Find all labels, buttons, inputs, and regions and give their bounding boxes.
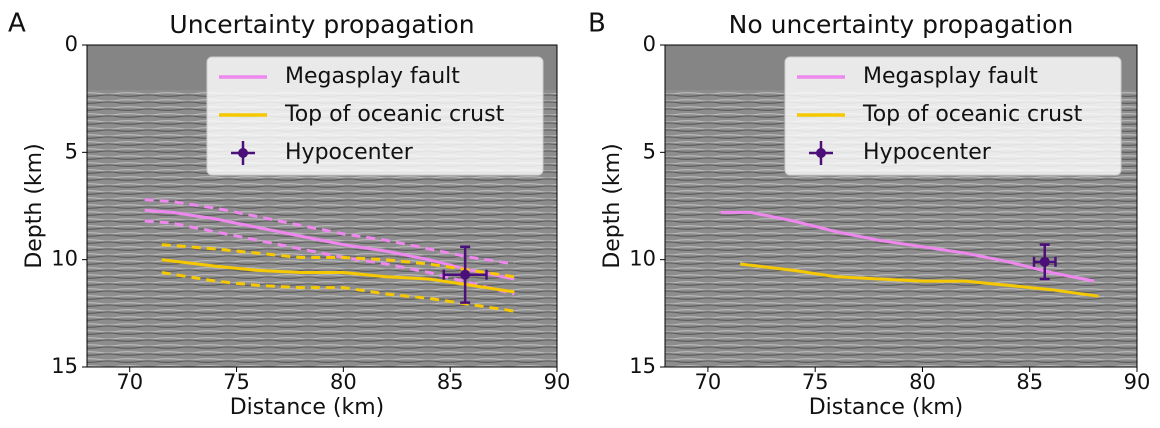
y-axis-label: Depth (km): [600, 143, 625, 268]
series-line: [739, 262, 1099, 298]
x-tick-label: 80: [909, 370, 936, 394]
x-tick-label: 90: [1124, 370, 1151, 394]
x-tick-label: 70: [695, 370, 722, 394]
panel-label: A: [8, 9, 26, 39]
y-tick-label: 0: [65, 32, 78, 56]
hypocenter: [460, 269, 471, 280]
lower-bound: [144, 219, 515, 296]
y-tick-label: 15: [51, 354, 78, 378]
upper-bound: [144, 198, 515, 266]
y-tick-label: 10: [629, 247, 656, 271]
series-line: [161, 258, 515, 294]
legend-label: Top of oceanic crust: [862, 102, 1083, 127]
hypocenter: [1039, 256, 1050, 267]
legend-box: [206, 56, 544, 176]
x-tick-label: 80: [330, 370, 357, 394]
y-axis-label: Depth (km): [22, 143, 47, 268]
x-tick-label: 90: [544, 370, 571, 394]
legend-swatch: [816, 148, 826, 158]
plot-frame: [86, 44, 558, 368]
x-axis-label: Distance (km): [230, 395, 385, 420]
series-line: [144, 208, 515, 281]
x-tick-label: 75: [802, 370, 829, 394]
y-tick-label: 15: [629, 354, 656, 378]
legend-label: Top of oceanic crust: [284, 102, 505, 127]
x-tick-label: 75: [223, 370, 250, 394]
x-tick-label: 70: [116, 370, 143, 394]
x-tick-label: 85: [1016, 370, 1043, 394]
y-tick-label: 5: [65, 139, 78, 163]
lower-bound: [161, 271, 515, 313]
panel-label: B: [588, 9, 606, 39]
plot-frame: [664, 44, 1138, 368]
x-axis-label: Distance (km): [809, 395, 964, 420]
legend-box: [784, 56, 1122, 176]
series-line: [720, 210, 1095, 283]
y-tick-label: 10: [51, 247, 78, 271]
legend-label: Hypocenter: [863, 140, 992, 165]
legend-swatch: [238, 148, 248, 158]
legend-label: Hypocenter: [285, 140, 414, 165]
y-tick-label: 0: [643, 32, 656, 56]
legend-label: Megasplay fault: [863, 64, 1038, 89]
x-tick-label: 85: [437, 370, 464, 394]
chart-title: No uncertainty propagation: [729, 10, 1074, 39]
chart-title: Uncertainty propagation: [169, 10, 474, 39]
legend-label: Megasplay fault: [285, 64, 460, 89]
upper-bound: [161, 243, 515, 279]
y-tick-label: 5: [643, 139, 656, 163]
